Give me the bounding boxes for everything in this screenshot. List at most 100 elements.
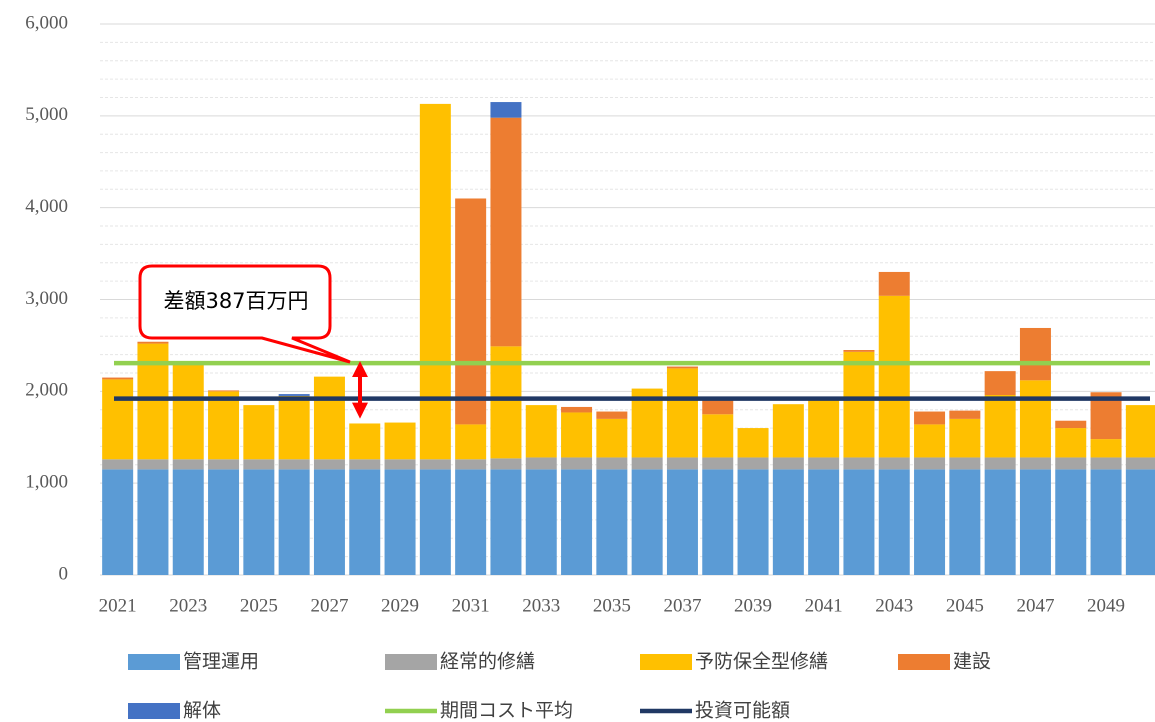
legend-label: 解体 bbox=[183, 700, 221, 722]
bar-segment bbox=[384, 422, 416, 460]
bar-segment bbox=[1019, 327, 1051, 381]
x-tick-label: 2025 bbox=[240, 595, 278, 616]
bar-segment bbox=[561, 469, 593, 575]
bar-segment bbox=[737, 457, 769, 470]
bar-segment bbox=[1125, 405, 1155, 458]
bar-segment bbox=[1019, 457, 1051, 470]
bar-segment bbox=[561, 457, 593, 470]
bar-segment bbox=[208, 459, 240, 470]
bar-segment bbox=[349, 469, 381, 575]
bar-segment bbox=[561, 412, 593, 458]
bar-segment bbox=[808, 400, 840, 458]
bar-segment bbox=[984, 371, 1016, 396]
bar-segment bbox=[666, 469, 698, 575]
annotation: 差額387百万円 bbox=[163, 289, 308, 313]
bar-segment bbox=[1090, 439, 1122, 458]
x-tick-label: 2029 bbox=[381, 595, 419, 616]
bar-segment bbox=[808, 457, 840, 470]
bar-segment bbox=[914, 457, 946, 470]
bar-segment bbox=[702, 414, 734, 458]
callout bbox=[138, 264, 351, 364]
bar-segment bbox=[208, 469, 240, 575]
bar-segment bbox=[243, 405, 275, 460]
bar-segment bbox=[914, 424, 946, 458]
bar-segment bbox=[666, 366, 698, 369]
bar-segment bbox=[666, 457, 698, 470]
bar-segment bbox=[914, 411, 946, 425]
bar-segment bbox=[1055, 420, 1087, 429]
bar-segment bbox=[102, 377, 134, 380]
bar-segment bbox=[525, 405, 557, 458]
bar-segment bbox=[102, 379, 134, 460]
x-tick-label: 2023 bbox=[169, 595, 207, 616]
bar-segment bbox=[737, 428, 769, 458]
bar-segment bbox=[243, 459, 275, 470]
legend-label: 投資可能額 bbox=[695, 700, 790, 722]
legend-swatch bbox=[128, 703, 180, 719]
x-tick-label: 2049 bbox=[1087, 595, 1125, 616]
bar-segment bbox=[455, 424, 487, 460]
bar-segment bbox=[843, 457, 875, 470]
bar-segment bbox=[278, 459, 310, 470]
bar-segment bbox=[208, 391, 240, 460]
legend-swatch bbox=[385, 654, 437, 670]
legend-label: 管理運用 bbox=[183, 651, 259, 673]
bar-segment bbox=[1055, 469, 1087, 575]
bar-segment bbox=[914, 469, 946, 575]
bar-segment bbox=[278, 395, 310, 460]
bar-segment bbox=[596, 457, 628, 470]
bar-segment bbox=[490, 117, 522, 347]
bar-segment bbox=[490, 102, 522, 118]
y-tick-label: 3,000 bbox=[25, 288, 68, 309]
bar-segment bbox=[984, 395, 1016, 458]
bar-segment bbox=[102, 459, 134, 470]
bar-segment bbox=[772, 404, 804, 458]
y-tick-label: 1,000 bbox=[25, 472, 68, 493]
x-tick-label: 2031 bbox=[452, 595, 490, 616]
bar-segment bbox=[772, 457, 804, 470]
x-tick-label: 2033 bbox=[522, 595, 560, 616]
x-tick-label: 2037 bbox=[663, 595, 701, 616]
bar-segment bbox=[419, 459, 451, 470]
bar-segment bbox=[702, 469, 734, 575]
bar-segment bbox=[137, 469, 169, 575]
bar-segment bbox=[702, 400, 734, 415]
bar-segment bbox=[843, 351, 875, 458]
bar-segment bbox=[1125, 469, 1155, 575]
x-tick-label: 2035 bbox=[593, 595, 631, 616]
bar-segment bbox=[1090, 457, 1122, 470]
x-tick-label: 2039 bbox=[734, 595, 772, 616]
bar-segment bbox=[137, 341, 169, 344]
bar-segment bbox=[772, 469, 804, 575]
legend-label: 期間コスト平均 bbox=[440, 700, 573, 722]
legend-swatch bbox=[898, 654, 950, 670]
bar-segment bbox=[949, 410, 981, 419]
bar-segment bbox=[384, 469, 416, 575]
bar-segment bbox=[419, 103, 451, 460]
bar-segment bbox=[384, 459, 416, 470]
bar-segment bbox=[843, 350, 875, 352]
bar-segment bbox=[596, 469, 628, 575]
bar-segment bbox=[631, 457, 663, 470]
bar-segment bbox=[737, 469, 769, 575]
y-tick-label: 6,000 bbox=[25, 12, 68, 33]
bar-segment bbox=[878, 469, 910, 575]
legend-swatch bbox=[128, 654, 180, 670]
bar-segment bbox=[666, 368, 698, 458]
bar-segment bbox=[349, 459, 381, 470]
bar-segment bbox=[1055, 457, 1087, 470]
bar-segment bbox=[172, 364, 204, 460]
bar-segment bbox=[525, 457, 557, 470]
bar-segment bbox=[455, 198, 487, 425]
bar-segment bbox=[702, 457, 734, 470]
bar-segment bbox=[596, 411, 628, 419]
bar-segment bbox=[313, 469, 345, 575]
x-tick-label: 2021 bbox=[99, 595, 137, 616]
bar-segment bbox=[278, 394, 310, 396]
bar-segment bbox=[313, 459, 345, 470]
legend-label: 経常的修繕 bbox=[440, 651, 535, 673]
bar-segment bbox=[172, 469, 204, 575]
bar-segment bbox=[984, 469, 1016, 575]
bar-segment bbox=[1019, 380, 1051, 458]
y-tick-label: 5,000 bbox=[25, 104, 68, 125]
